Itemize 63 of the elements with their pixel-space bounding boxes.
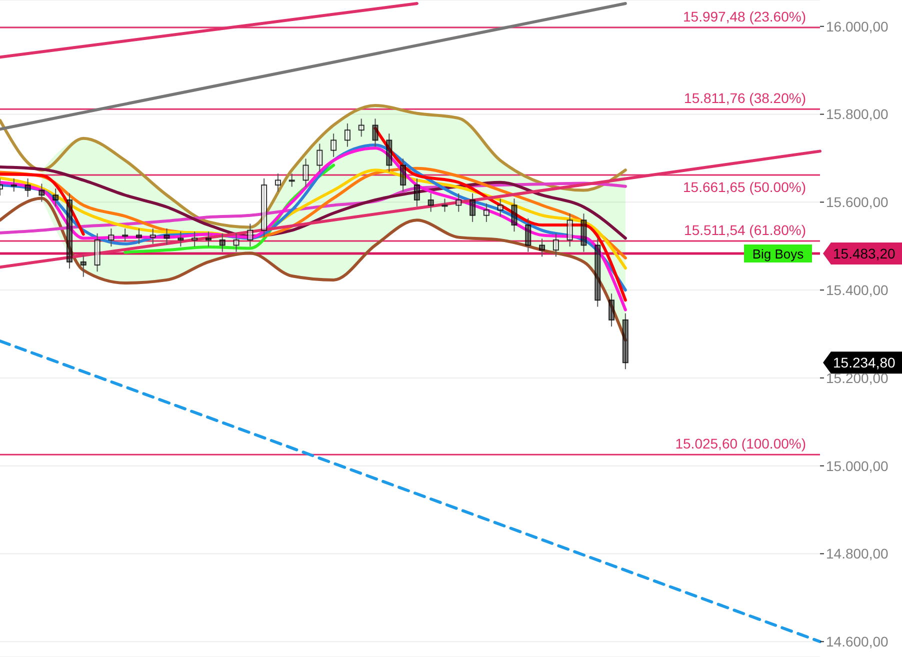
candlestick [80, 254, 86, 278]
candlestick [233, 232, 240, 252]
candlestick [24, 178, 31, 198]
y-tick-label: 14.600,00 [826, 634, 888, 650]
candlestick [511, 198, 518, 232]
candlestick [136, 228, 142, 244]
text: 15.234,80 [833, 354, 896, 371]
candlestick [428, 192, 434, 212]
candlestick [274, 173, 281, 192]
candlestick [456, 192, 462, 212]
y-tick-label: 16.000,00 [826, 18, 888, 34]
candlestick [150, 228, 156, 244]
candlestick [497, 198, 504, 218]
y-tick-label: 15.200,00 [826, 370, 888, 386]
y-tick-label: 15.400,00 [826, 282, 888, 298]
candlestick [316, 143, 323, 172]
candlestick [344, 122, 350, 148]
ref-line-label: 15.511,54 (61.80%) [684, 222, 806, 238]
y-tick-label: 15.000,00 [826, 458, 888, 474]
line-series [0, 104, 627, 229]
candlestick [372, 118, 378, 148]
candlestick [400, 158, 406, 192]
ref-line-label: 15.025,60 (100.00%) [675, 436, 806, 452]
candlestick [38, 183, 45, 202]
ref-line-label: 15.997,48 (23.60%) [683, 8, 806, 24]
candlestick [205, 231, 212, 248]
candlestick [122, 228, 128, 242]
candlestick [525, 218, 532, 252]
candlestick [539, 238, 546, 258]
ref-line-label: 15.811,76 (38.20%) [684, 90, 806, 106]
candlestick [622, 312, 628, 370]
candlestick [552, 232, 559, 258]
candlestick [386, 133, 392, 172]
candlestick [66, 192, 72, 270]
y-tick-label: 14.800,00 [826, 546, 888, 562]
candlestick [52, 188, 59, 208]
ref-line-label: 15.661,65 (50.00%) [683, 179, 806, 196]
candlestick [192, 231, 198, 248]
candlestick [10, 178, 17, 192]
candlestick [247, 223, 254, 248]
candlestick [483, 202, 490, 222]
candlestick [594, 238, 601, 308]
candlestick [288, 173, 295, 188]
candlestick [580, 213, 587, 252]
candlestick [302, 158, 309, 188]
ref-line-label: Big Boys [752, 246, 804, 262]
candlestick [219, 232, 226, 252]
candlestick [94, 232, 100, 272]
candlestick [108, 228, 114, 248]
candlestick [442, 198, 448, 212]
candlestick [261, 178, 268, 238]
y-tick-label: 15.600,00 [826, 194, 888, 210]
candlestick [566, 213, 573, 248]
y-tick-label: 15.800,00 [826, 106, 888, 122]
candlestick [358, 118, 364, 138]
candlestick [414, 178, 420, 208]
candlestick [608, 293, 615, 328]
candlestick [164, 228, 170, 246]
candlestick [470, 192, 476, 222]
line-series [0, 196, 627, 342]
candlestick [330, 133, 337, 158]
candlestick [178, 231, 184, 248]
text: 15.483,20 [833, 245, 896, 262]
